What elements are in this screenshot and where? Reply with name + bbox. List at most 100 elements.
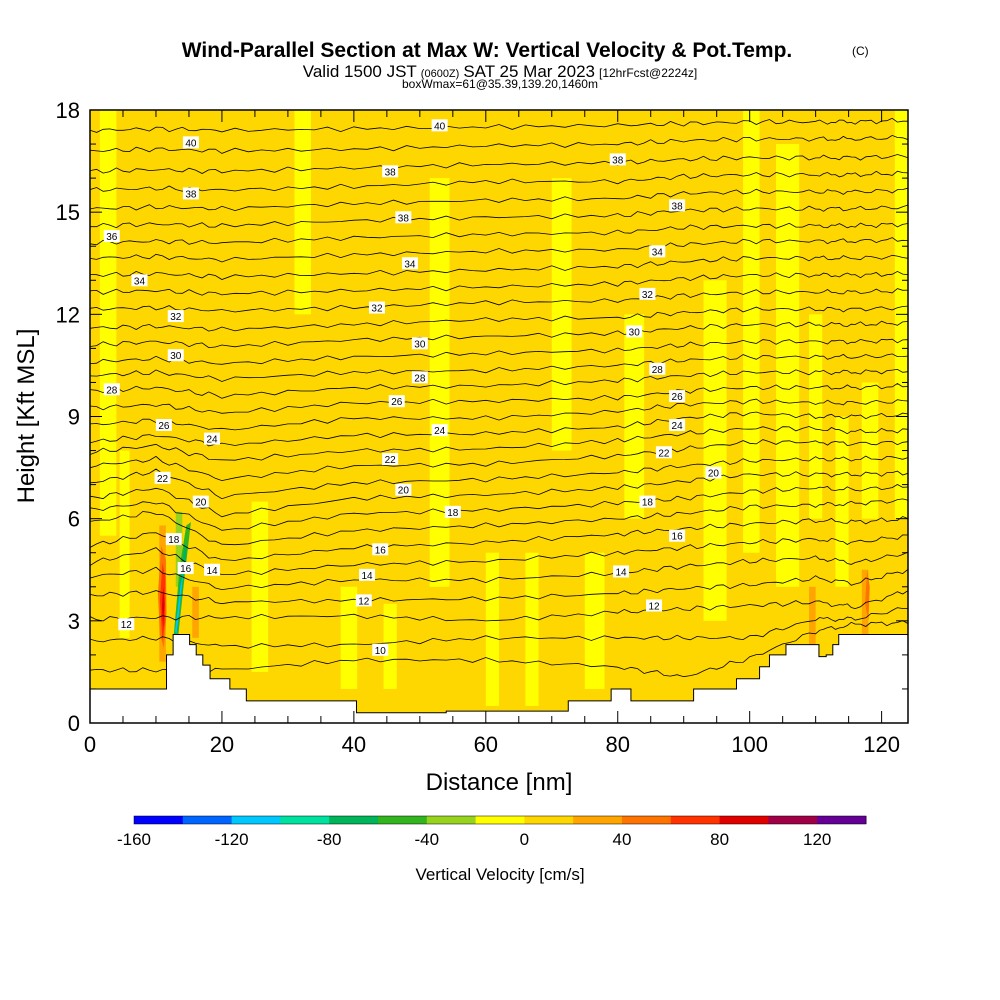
colorbar-swatch (475, 816, 525, 824)
svg-text:14: 14 (362, 571, 374, 582)
svg-text:40: 40 (185, 138, 197, 149)
theta-contour (90, 607, 908, 649)
w-region (251, 501, 269, 672)
x-tick-label: 20 (210, 732, 234, 757)
contour-label: 34 (401, 257, 418, 270)
contour-label: 10 (372, 643, 389, 657)
contour-label: 16 (372, 543, 389, 556)
contour-label: 36 (103, 230, 120, 243)
contour-label: 26 (155, 419, 172, 432)
w-region (551, 178, 572, 451)
contour-label: 38 (609, 153, 626, 166)
theta-contour (90, 134, 908, 154)
w-region (835, 416, 849, 587)
theta-contour (90, 439, 908, 482)
colorbar-swatch (817, 816, 867, 824)
svg-text:24: 24 (434, 426, 446, 437)
w-region (525, 552, 539, 706)
svg-text:28: 28 (414, 373, 426, 384)
w-region (192, 586, 199, 638)
w-region (584, 552, 605, 689)
colorbar-swatch (622, 816, 672, 824)
colorbar-swatch (231, 816, 281, 824)
theta-contour (90, 204, 908, 229)
svg-text:38: 38 (385, 167, 397, 178)
svg-text:14: 14 (206, 566, 218, 577)
contour-label: 34 (649, 245, 666, 258)
svg-text:10: 10 (375, 646, 387, 657)
svg-text:22: 22 (157, 474, 169, 485)
y-tick-label: 12 (56, 302, 80, 327)
vertical-velocity-field (90, 110, 908, 723)
theta-contour (90, 484, 908, 531)
x-tick-label: 0 (84, 732, 96, 757)
y-tick-label: 6 (68, 507, 80, 532)
colorbar-swatch (134, 816, 184, 824)
colorbar-tick-label: -80 (317, 830, 342, 849)
colorbar-swatch (329, 816, 379, 824)
svg-text:30: 30 (629, 327, 641, 338)
svg-text:28: 28 (106, 385, 118, 396)
theta-contour (90, 426, 908, 461)
contour-label: 16 (669, 529, 686, 543)
y-tick-label: 0 (68, 711, 80, 736)
w-region (383, 603, 397, 689)
y-tick-label: 18 (56, 98, 80, 123)
svg-text:18: 18 (447, 508, 459, 519)
colorbar-tick-label: 80 (710, 830, 729, 849)
svg-text:28: 28 (652, 365, 664, 376)
contour-label: 22 (655, 446, 672, 459)
theta-contour (90, 222, 908, 246)
contour-label: 30 (167, 349, 184, 362)
svg-text:20: 20 (398, 486, 410, 497)
contour-label: 18 (444, 505, 461, 519)
contour-label: 30 (411, 337, 428, 350)
contour-label: 38 (669, 199, 686, 212)
w-core (175, 569, 184, 635)
contour-label: 22 (382, 453, 399, 466)
colorbar-tick-label: 40 (613, 830, 632, 849)
subtitle-forecast: [12hrFcst@2224z] (599, 66, 697, 80)
theta-contour (90, 534, 908, 575)
svg-text:18: 18 (642, 498, 654, 509)
colorbar: -160 -120 -80 -40 0 40 80 120 (117, 815, 867, 849)
svg-text:30: 30 (170, 351, 182, 362)
svg-text:26: 26 (158, 421, 170, 432)
svg-text:18: 18 (168, 535, 180, 546)
svg-text:34: 34 (134, 276, 146, 287)
svg-text:16: 16 (180, 564, 192, 575)
w-region (485, 552, 499, 706)
contour-label: 12 (118, 618, 135, 631)
w-region (809, 314, 823, 519)
y-axis-label: Height [Kft MSL] (13, 329, 40, 504)
w-region (809, 586, 816, 645)
theta-contour (90, 590, 908, 622)
theta-contour (90, 187, 908, 212)
colorbar-tick-label: -40 (415, 830, 440, 849)
svg-text:14: 14 (615, 567, 627, 578)
w-region (861, 569, 869, 635)
contour-label: 38 (395, 211, 412, 224)
theta-contour (90, 320, 908, 349)
svg-text:26: 26 (391, 397, 403, 408)
subtitle-utc: (0600Z) (421, 68, 460, 80)
contour-label: 30 (626, 325, 643, 338)
contour-label: 26 (669, 390, 686, 403)
theta-contour (90, 353, 908, 382)
contour-label: 20 (705, 466, 722, 480)
terrain (90, 633, 908, 723)
title-mark: (C) (852, 44, 869, 58)
theta-contour (90, 383, 908, 414)
svg-text:30: 30 (414, 339, 426, 350)
w-region (340, 586, 358, 689)
colorbar-swatch (524, 816, 574, 824)
contour-label: 38 (182, 187, 199, 200)
w-core (865, 569, 870, 621)
colorbar-swatch (182, 816, 233, 824)
y-tick-label: 15 (56, 200, 80, 225)
svg-text:20: 20 (195, 498, 207, 509)
x-tick-label: 80 (605, 732, 629, 757)
svg-text:34: 34 (652, 247, 664, 258)
theta-contour (90, 305, 908, 332)
